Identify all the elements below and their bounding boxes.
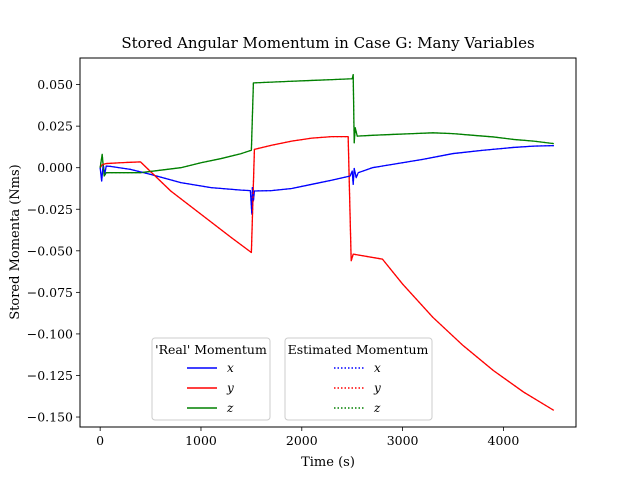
- legend-real-y-label: y: [226, 381, 234, 395]
- plot-frame: [79, 57, 577, 428]
- x-tick-label: 4000: [488, 433, 520, 448]
- y-tick-label: 0.000: [37, 160, 73, 175]
- legend-est-x-label: x: [374, 361, 381, 375]
- y-tick-label: −0.100: [27, 326, 73, 341]
- y-tick-label: −0.150: [27, 410, 73, 425]
- y-tick-label: −0.050: [27, 243, 73, 258]
- legend-est-box: [284, 337, 433, 421]
- series-line-x-estimated: [99, 145, 554, 215]
- legend-est-title: Estimated Momentum: [288, 342, 429, 357]
- legend-real-z-label: z: [226, 401, 234, 415]
- y-tick-label: −0.075: [27, 285, 73, 300]
- series-line-z-real: [99, 73, 554, 177]
- series-line-y-estimated: [99, 136, 555, 411]
- legend-est-z-label: z: [373, 401, 381, 415]
- x-axis-label: Time (s): [301, 455, 355, 470]
- x-tick-label: 0: [96, 433, 104, 448]
- legend-real-box: [151, 337, 271, 421]
- y-axis-label: Stored Momenta (Nms): [8, 164, 23, 319]
- x-tick-label: 2000: [286, 433, 318, 448]
- legend-real-momentum: 'Real' Momentum x y z: [151, 337, 271, 421]
- legend-est-y-label: y: [373, 381, 381, 395]
- plot-area: [99, 73, 555, 411]
- x-tick-label: 3000: [387, 433, 419, 448]
- x-tick-label: 1000: [185, 433, 217, 448]
- y-tick-label: −0.025: [27, 202, 73, 217]
- y-axis: 0.050 0.025 0.000 −0.025 −0.050 −0.075 −0.100 −…: [27, 77, 80, 425]
- legend-estimated-momentum: Estimated Momentum x y z: [284, 337, 433, 421]
- series-line-x-real: [99, 144, 554, 215]
- legend-real-title: 'Real' Momentum: [155, 342, 267, 357]
- chart-title: Stored Angular Momentum in Case G: Many …: [121, 34, 534, 52]
- y-tick-label: 0.025: [37, 119, 73, 134]
- x-axis: 0 1000 2000 3000 4000: [96, 427, 519, 448]
- series-line-z-estimated: [99, 74, 554, 177]
- y-tick-label: −0.125: [27, 368, 73, 383]
- legend-real-x-label: x: [227, 361, 234, 375]
- y-tick-label: 0.050: [37, 77, 73, 92]
